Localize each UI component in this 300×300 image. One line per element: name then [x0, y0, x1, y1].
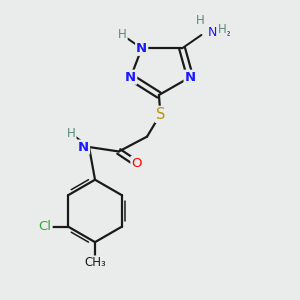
Text: NH₂: NH₂: [207, 26, 231, 38]
Text: N: N: [136, 42, 147, 55]
Text: H: H: [67, 127, 76, 140]
Text: S: S: [156, 107, 165, 122]
Text: N: N: [184, 71, 196, 84]
Text: H: H: [118, 28, 127, 41]
Text: N: N: [125, 71, 136, 84]
Text: Cl: Cl: [39, 220, 52, 233]
Text: H: H: [196, 14, 204, 27]
Text: O: O: [131, 157, 142, 170]
Text: H: H: [218, 23, 226, 36]
Text: N: N: [78, 140, 89, 154]
Text: CH₃: CH₃: [84, 256, 106, 269]
